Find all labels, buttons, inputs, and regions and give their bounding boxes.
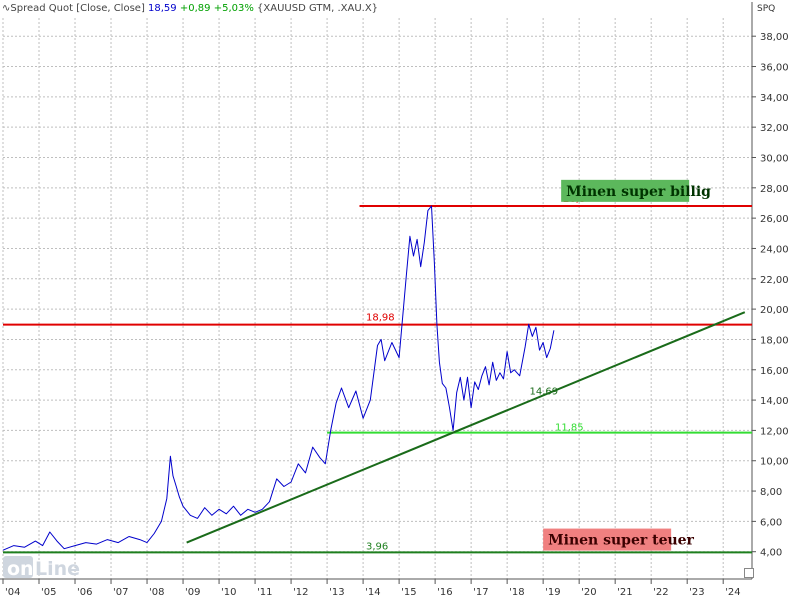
x-tick-label: '24 [725,587,740,598]
y-tick-label: 36,00 [760,63,789,74]
y-tick-label: 24,00 [760,244,789,255]
trendline-group [186,311,746,544]
x-tick-label: '20 [581,587,596,598]
header-value: 18,59 [148,3,177,14]
y-axis: 4,00 6,00 8,00 10,00 12,00 14,00 16,00 18,00 20,… [752,32,789,559]
y-tick-label: 16,00 [760,366,789,377]
x-tick-label: '17 [473,587,488,598]
y-tick-label: 14,00 [760,396,789,407]
y-tick-label: 22,00 [760,275,789,286]
header-change-pct: +5,03% [213,3,254,14]
svg-text:on: on [7,558,34,580]
header-change: +0,89 [179,3,211,14]
header-prefix: ∿Spread Quot [Close, Close] [2,3,145,14]
trendline [186,311,746,544]
y-tick-label: 30,00 [760,153,789,164]
annotation-text-0: Minen super billig [566,184,711,200]
x-tick-label: '11 [257,587,272,598]
x-tick-label: '21 [617,587,632,598]
header-instrument: {XAUUSD GTM, .XAU.X} [257,3,379,14]
x-tick-label: '15 [401,587,416,598]
x-tick-label: '18 [509,587,524,598]
x-tick-label: '19 [545,587,560,598]
y-tick-label: 4,00 [760,548,782,559]
x-tick-label: '04 [5,587,20,598]
x-tick-label: '05 [41,587,56,598]
annotation-box-0 [561,179,690,202]
horizontal-levels [3,205,752,554]
series-line-0 [2,205,555,551]
annotation-text-1: Minen super teuer [548,533,694,549]
annotation-box-1 [543,528,672,551]
x-tick-label: '07 [113,587,128,598]
x-tick-label: '23 [689,587,704,598]
y-tick-label: 32,00 [760,123,789,134]
x-tick-label: '14 [365,587,380,598]
y-tick-label: 10,00 [760,457,789,468]
chart-grid [2,18,752,579]
axis-unit: SPQ [757,4,776,14]
trendline-label: 14,69 [530,387,559,398]
plot-frame [0,2,753,580]
x-axis: '04 '05 '06 '07 '08 '09 '10 '11 '12 '13 '14 '15 '16 '… [2,579,741,598]
y-tick-label: 8,00 [760,487,782,498]
y-tick-label: 20,00 [760,305,789,316]
svg-text:Line: Line [35,558,80,580]
x-tick-label: '22 [653,587,668,598]
x-tick-label: '13 [329,587,344,598]
x-tick-label: '08 [149,587,164,598]
y-tick-label: 34,00 [760,93,789,104]
y-tick-label: 12,00 [760,426,789,437]
x-tick-label: '06 [77,587,92,598]
hline-label-1: 18,98 [366,313,395,324]
x-tick-label: '10 [221,587,236,598]
resize-handle[interactable] [744,568,754,578]
y-tick-label: 28,00 [760,184,789,195]
y-tick-label: 6,00 [760,517,782,528]
x-tick-label: '09 [185,587,200,598]
y-tick-label: 26,00 [760,214,789,225]
y-tick-label: 38,00 [760,32,789,43]
hline-label-2: 11,85 [555,423,584,434]
chart-header: ∿Spread Quot [Close, Close] 18,59 +0,89 … [2,3,378,14]
online-logo: on Line [3,556,80,580]
price-series [2,205,555,551]
hline-label-3: 3,96 [366,541,388,552]
x-tick-label: '12 [293,587,308,598]
y-tick-label: 18,00 [760,335,789,346]
x-tick-label: '16 [437,587,452,598]
